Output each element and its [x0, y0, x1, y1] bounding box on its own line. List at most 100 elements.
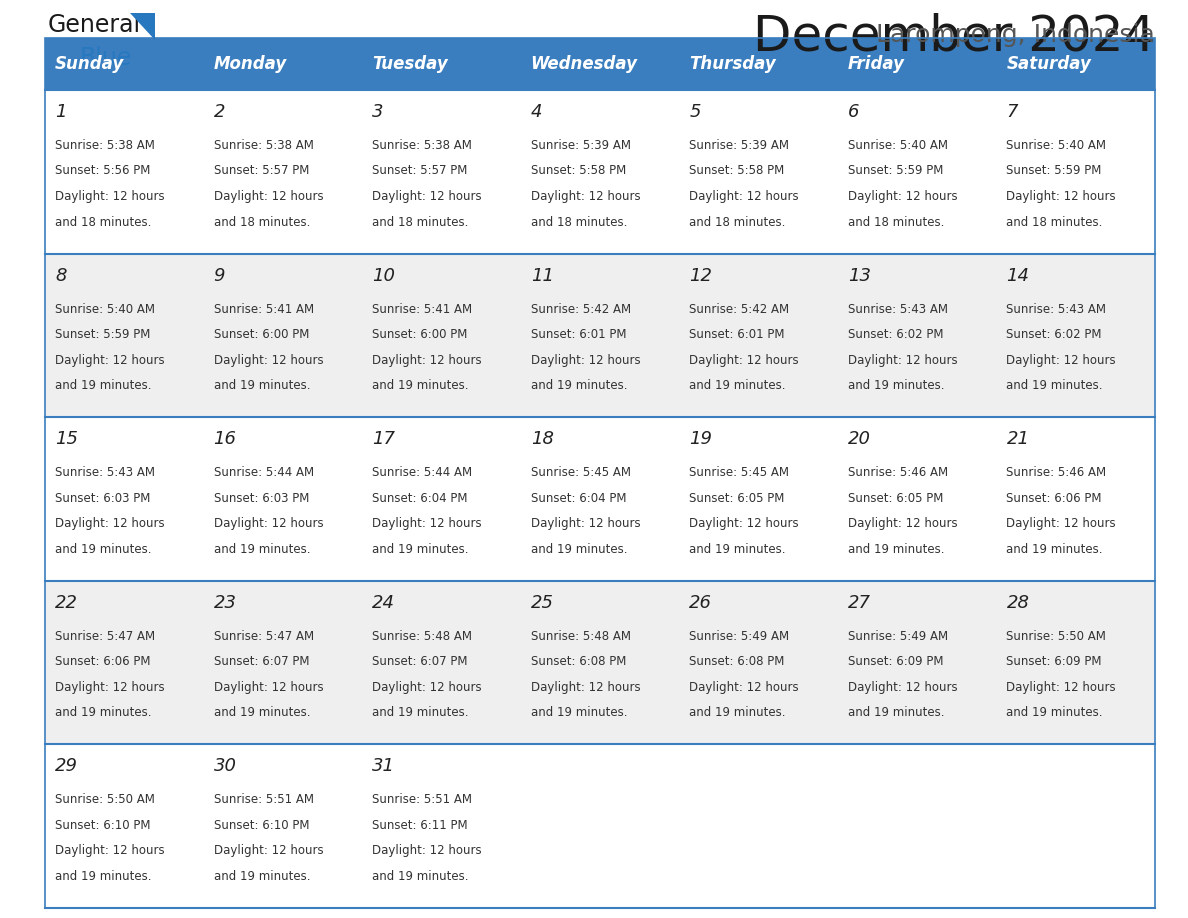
Text: Sunrise: 5:38 AM: Sunrise: 5:38 AM	[372, 139, 472, 152]
Text: Sunset: 5:59 PM: Sunset: 5:59 PM	[1006, 164, 1101, 177]
Text: Sunday: Sunday	[55, 55, 125, 73]
Text: and 19 minutes.: and 19 minutes.	[1006, 379, 1102, 392]
Text: Sunrise: 5:42 AM: Sunrise: 5:42 AM	[689, 303, 789, 316]
Text: Sunset: 6:08 PM: Sunset: 6:08 PM	[689, 655, 784, 668]
Text: Daylight: 12 hours: Daylight: 12 hours	[848, 517, 958, 531]
Text: Sunset: 6:11 PM: Sunset: 6:11 PM	[372, 819, 468, 832]
Text: and 19 minutes.: and 19 minutes.	[531, 379, 627, 392]
Text: Daylight: 12 hours: Daylight: 12 hours	[55, 517, 165, 531]
Text: Sunrise: 5:40 AM: Sunrise: 5:40 AM	[1006, 139, 1106, 152]
Text: 24: 24	[372, 594, 396, 611]
Text: and 19 minutes.: and 19 minutes.	[214, 706, 310, 720]
Text: Daylight: 12 hours: Daylight: 12 hours	[689, 517, 798, 531]
Text: Sunrise: 5:45 AM: Sunrise: 5:45 AM	[689, 466, 789, 479]
Text: Daylight: 12 hours: Daylight: 12 hours	[1006, 353, 1116, 366]
Text: Daylight: 12 hours: Daylight: 12 hours	[372, 353, 482, 366]
Text: Daylight: 12 hours: Daylight: 12 hours	[214, 845, 323, 857]
Bar	[45, 253, 1155, 417]
Text: Sunrise: 5:51 AM: Sunrise: 5:51 AM	[214, 793, 314, 806]
Text: Sunset: 6:01 PM: Sunset: 6:01 PM	[689, 328, 785, 341]
Text: Sunset: 6:09 PM: Sunset: 6:09 PM	[848, 655, 943, 668]
Text: December 2024: December 2024	[753, 13, 1155, 61]
Text: Sunrise: 5:40 AM: Sunrise: 5:40 AM	[55, 303, 154, 316]
Text: 27: 27	[848, 594, 871, 611]
Text: Sunset: 5:57 PM: Sunset: 5:57 PM	[372, 164, 468, 177]
Text: 19: 19	[689, 431, 713, 448]
Text: Sunrise: 5:39 AM: Sunrise: 5:39 AM	[689, 139, 789, 152]
Bar	[45, 744, 1155, 908]
Text: and 19 minutes.: and 19 minutes.	[848, 379, 944, 392]
Text: 1: 1	[55, 103, 67, 121]
Text: Sunset: 6:03 PM: Sunset: 6:03 PM	[55, 492, 151, 505]
Text: Sunrise: 5:46 AM: Sunrise: 5:46 AM	[848, 466, 948, 479]
Text: 16: 16	[214, 431, 236, 448]
Text: Daylight: 12 hours: Daylight: 12 hours	[214, 190, 323, 203]
Text: Sunrise: 5:45 AM: Sunrise: 5:45 AM	[531, 466, 631, 479]
Text: 31: 31	[372, 757, 396, 776]
Text: Daylight: 12 hours: Daylight: 12 hours	[689, 190, 798, 203]
Text: and 19 minutes.: and 19 minutes.	[55, 870, 152, 883]
Text: 15: 15	[55, 431, 78, 448]
Text: and 18 minutes.: and 18 minutes.	[689, 216, 785, 229]
Text: Larompong, Indonesia: Larompong, Indonesia	[877, 23, 1155, 47]
Text: Sunrise: 5:43 AM: Sunrise: 5:43 AM	[1006, 303, 1106, 316]
Text: Sunrise: 5:43 AM: Sunrise: 5:43 AM	[848, 303, 948, 316]
Text: Sunset: 6:09 PM: Sunset: 6:09 PM	[1006, 655, 1102, 668]
Text: Sunrise: 5:49 AM: Sunrise: 5:49 AM	[689, 630, 789, 643]
Text: Sunset: 6:00 PM: Sunset: 6:00 PM	[214, 328, 309, 341]
Text: Sunset: 5:56 PM: Sunset: 5:56 PM	[55, 164, 151, 177]
Text: and 19 minutes.: and 19 minutes.	[214, 379, 310, 392]
Text: and 19 minutes.: and 19 minutes.	[214, 870, 310, 883]
Bar	[997, 38, 1155, 90]
Text: Sunset: 6:03 PM: Sunset: 6:03 PM	[214, 492, 309, 505]
Text: Sunrise: 5:50 AM: Sunrise: 5:50 AM	[55, 793, 154, 806]
Text: Sunset: 6:04 PM: Sunset: 6:04 PM	[372, 492, 468, 505]
Text: and 19 minutes.: and 19 minutes.	[1006, 543, 1102, 555]
Text: Daylight: 12 hours: Daylight: 12 hours	[848, 353, 958, 366]
Text: and 19 minutes.: and 19 minutes.	[689, 706, 785, 720]
Text: Tuesday: Tuesday	[372, 55, 448, 73]
Text: and 19 minutes.: and 19 minutes.	[531, 543, 627, 555]
Text: Daylight: 12 hours: Daylight: 12 hours	[372, 845, 482, 857]
Bar	[838, 38, 997, 90]
Text: 13: 13	[848, 266, 871, 285]
Bar	[362, 38, 520, 90]
Text: Sunset: 6:07 PM: Sunset: 6:07 PM	[372, 655, 468, 668]
Text: and 19 minutes.: and 19 minutes.	[1006, 706, 1102, 720]
Text: Sunrise: 5:42 AM: Sunrise: 5:42 AM	[531, 303, 631, 316]
Text: and 19 minutes.: and 19 minutes.	[214, 543, 310, 555]
Text: Daylight: 12 hours: Daylight: 12 hours	[214, 517, 323, 531]
Text: Sunrise: 5:38 AM: Sunrise: 5:38 AM	[55, 139, 154, 152]
Text: Sunset: 6:02 PM: Sunset: 6:02 PM	[1006, 328, 1102, 341]
Text: 10: 10	[372, 266, 396, 285]
Text: Daylight: 12 hours: Daylight: 12 hours	[531, 190, 640, 203]
Text: Sunset: 6:01 PM: Sunset: 6:01 PM	[531, 328, 626, 341]
Bar	[45, 417, 1155, 581]
Text: Saturday: Saturday	[1006, 55, 1092, 73]
Text: Sunset: 5:57 PM: Sunset: 5:57 PM	[214, 164, 309, 177]
Text: Sunrise: 5:48 AM: Sunrise: 5:48 AM	[531, 630, 631, 643]
Text: and 19 minutes.: and 19 minutes.	[372, 543, 468, 555]
Text: Daylight: 12 hours: Daylight: 12 hours	[689, 353, 798, 366]
Text: Sunset: 5:58 PM: Sunset: 5:58 PM	[689, 164, 784, 177]
Text: and 18 minutes.: and 18 minutes.	[848, 216, 944, 229]
Text: Daylight: 12 hours: Daylight: 12 hours	[848, 681, 958, 694]
Text: Wednesday: Wednesday	[531, 55, 638, 73]
Text: and 19 minutes.: and 19 minutes.	[372, 379, 468, 392]
Text: Thursday: Thursday	[689, 55, 776, 73]
Text: and 19 minutes.: and 19 minutes.	[848, 543, 944, 555]
Text: Sunrise: 5:48 AM: Sunrise: 5:48 AM	[372, 630, 472, 643]
Text: Sunrise: 5:47 AM: Sunrise: 5:47 AM	[214, 630, 314, 643]
Text: 7: 7	[1006, 103, 1018, 121]
Text: Sunrise: 5:39 AM: Sunrise: 5:39 AM	[531, 139, 631, 152]
Text: and 19 minutes.: and 19 minutes.	[372, 870, 468, 883]
Text: and 19 minutes.: and 19 minutes.	[372, 706, 468, 720]
Text: Sunrise: 5:44 AM: Sunrise: 5:44 AM	[372, 466, 473, 479]
Text: 8: 8	[55, 266, 67, 285]
Text: Daylight: 12 hours: Daylight: 12 hours	[214, 681, 323, 694]
Text: and 18 minutes.: and 18 minutes.	[531, 216, 627, 229]
Text: Monday: Monday	[214, 55, 286, 73]
Text: Sunset: 6:05 PM: Sunset: 6:05 PM	[848, 492, 943, 505]
Text: Sunrise: 5:41 AM: Sunrise: 5:41 AM	[214, 303, 314, 316]
Text: Sunset: 6:02 PM: Sunset: 6:02 PM	[848, 328, 943, 341]
